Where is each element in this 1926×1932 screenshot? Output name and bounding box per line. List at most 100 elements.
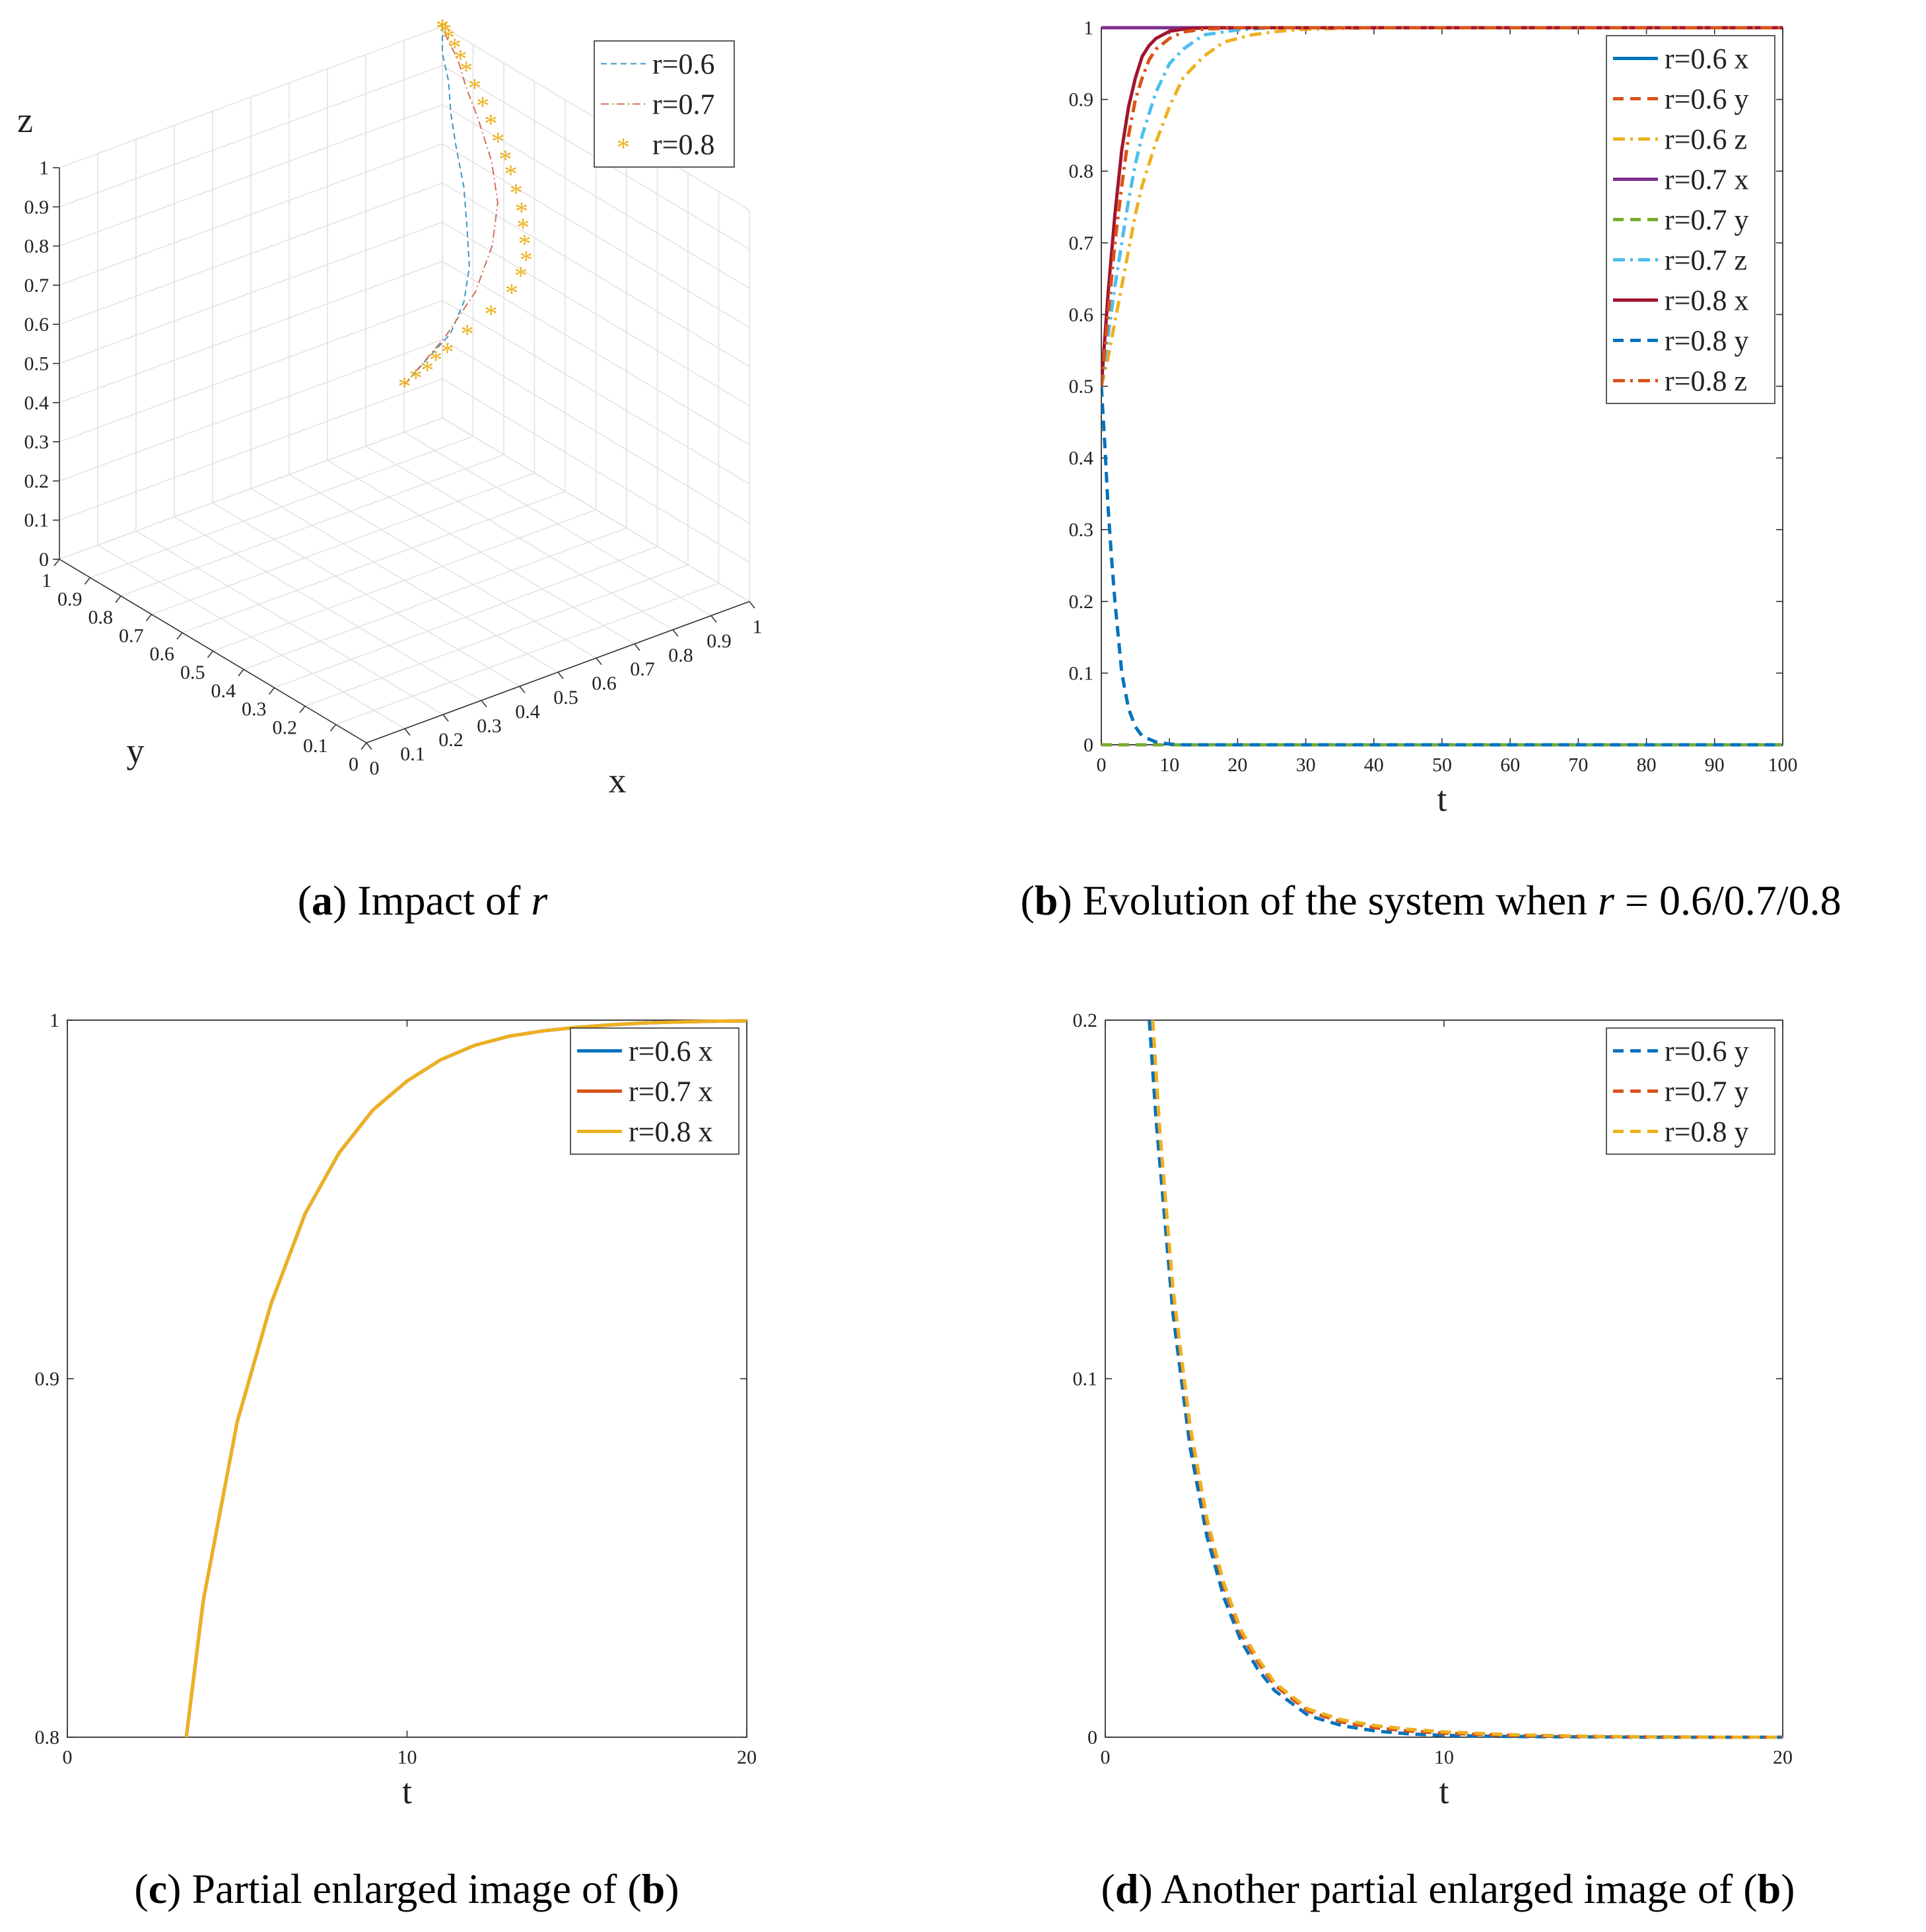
series-marker-r08: * [439,17,452,47]
caption-a-label: a [312,877,333,924]
x-tick-label: 60 [1500,754,1520,776]
x-tick-mark [481,700,487,708]
y-tick-label: 0.7 [119,625,144,646]
x-tick-mark [442,714,449,722]
x-tick-label: 0.4 [515,701,540,722]
z-axis-label: z [17,100,33,140]
caption-b: (b) Evolution of the system when r = 0.6… [1020,877,1841,924]
series-marker-r08: * [515,197,528,226]
x-axis-label: x [609,761,627,800]
x-tick-label: 0 [1097,754,1107,776]
legend-label: r=0.7 z [1665,244,1747,277]
floor-gridline [182,491,566,633]
z-tick-label: 0.8 [24,236,50,258]
y-tick-label: 0.3 [242,699,267,720]
back-wall-gridline [59,182,443,325]
panel-c-chart: 0 10 20 0.8 0.9 1 t r=0.6 x r=0.7 x r=0.8 x [35,1010,757,1811]
y-tick-label: 0.2 [273,716,298,738]
y-tick-mark [84,577,91,585]
x-axis-label: t [1439,1772,1449,1811]
y-tick-label: 1 [50,1010,59,1031]
y-tick-label: 0.9 [57,588,83,610]
x-tick-label: 30 [1296,754,1316,776]
legend-label: r=0.7 [652,88,714,121]
y-tick-label: 0.6 [150,643,175,665]
legend-label: r=0.7 y [1665,1076,1748,1108]
series-line-r-0-8-y [1151,1019,1783,1739]
legend-label: r=0.8 z [1665,365,1747,397]
series-marker-r08: * [460,55,473,85]
x-tick-label: 0.9 [706,630,732,652]
floor-gridline [442,417,750,602]
x-tick-label: 0.2 [438,729,464,751]
series-marker-r08: * [442,22,455,52]
x-tick-mark [634,643,640,651]
floor-gridline [289,473,597,659]
x-tick-label: 40 [1364,754,1384,776]
series-marker-r08: * [461,319,474,349]
legend-label: r=0.6 x [629,1035,712,1068]
floor-gridline [403,431,712,617]
y-tick-label: 0 [349,753,359,775]
y-axis-label: y [127,731,145,771]
x-tick-label: 90 [1705,754,1725,776]
series-marker-r08: * [429,345,442,375]
x-tick-label: 0.6 [592,673,617,695]
floor-gridline [213,509,596,652]
series-marker-r08: * [518,229,532,259]
z-tick-label: 1 [39,157,49,179]
z-tick-label: 0.1 [24,510,50,532]
y-tick-label: 0.2 [1069,591,1094,613]
floor-gridline [327,460,635,644]
series-marker-r08: * [468,73,481,103]
y-tick-label: 0.8 [1069,160,1094,182]
legend-label: r=0.8 y [1665,1116,1748,1148]
y-tick-label: 1 [1083,17,1093,39]
y-tick-mark [361,742,367,750]
legend-label: r=0.6 x [1665,43,1748,75]
legend-label: r=0.7 y [1665,204,1748,236]
y-tick-mark [329,724,337,732]
series-marker-r08: * [516,213,530,242]
z-tick-label: 0.5 [24,353,50,375]
floor-gridline [90,436,473,578]
x-tick-label: 20 [1773,1746,1793,1768]
y-tick-label: 0.4 [1069,448,1094,469]
x-tick-label: 0 [370,757,380,779]
x-tick-label: 10 [1159,754,1179,776]
y-tick-mark [53,559,60,567]
y-tick-label: 0.5 [180,662,205,683]
y-tick-label: 0.4 [211,680,236,702]
x-tick-mark [557,672,564,679]
y-tick-label: 0.9 [35,1368,60,1390]
series-marker-r08: * [514,261,528,291]
y-tick-label: 0.2 [1073,1010,1098,1031]
series-marker-r08: * [436,13,449,43]
x-tick-label: 10 [1434,1746,1454,1768]
series-marker-r08: * [454,44,467,74]
x-tick-label: 0.7 [630,658,655,680]
y-tick-label: 0 [1087,1727,1097,1748]
y-tick-label: 0.1 [303,735,328,757]
series-marker-r08: * [504,159,518,189]
legend-label: r=0.6 y [1665,1035,1748,1068]
legend-label: r=0.8 y [1665,325,1748,357]
y-tick-mark [299,705,306,713]
series-marker-r08: * [476,91,489,121]
series-line-r-0-8-x [1101,26,1783,387]
series-line-r-0-8-z [1101,26,1783,387]
legend-label: r=0.8 x [629,1116,712,1148]
y-tick-label: 0.1 [1073,1368,1098,1390]
x-tick-mark [404,728,411,736]
y-tick-label: 0.3 [1069,519,1094,541]
x-tick-label: 10 [397,1746,417,1768]
z-tick-label: 0.9 [24,196,50,218]
x-axis-label: t [402,1772,412,1811]
z-tick-label: 0.3 [24,431,50,453]
x-tick-label: 0.3 [477,715,502,737]
series-line-r-0-6 [403,26,470,386]
x-tick-label: 0 [63,1746,73,1768]
x-tick-mark [710,615,717,623]
y-tick-label: 0.5 [1069,376,1094,397]
series-marker-r08: * [436,13,449,43]
